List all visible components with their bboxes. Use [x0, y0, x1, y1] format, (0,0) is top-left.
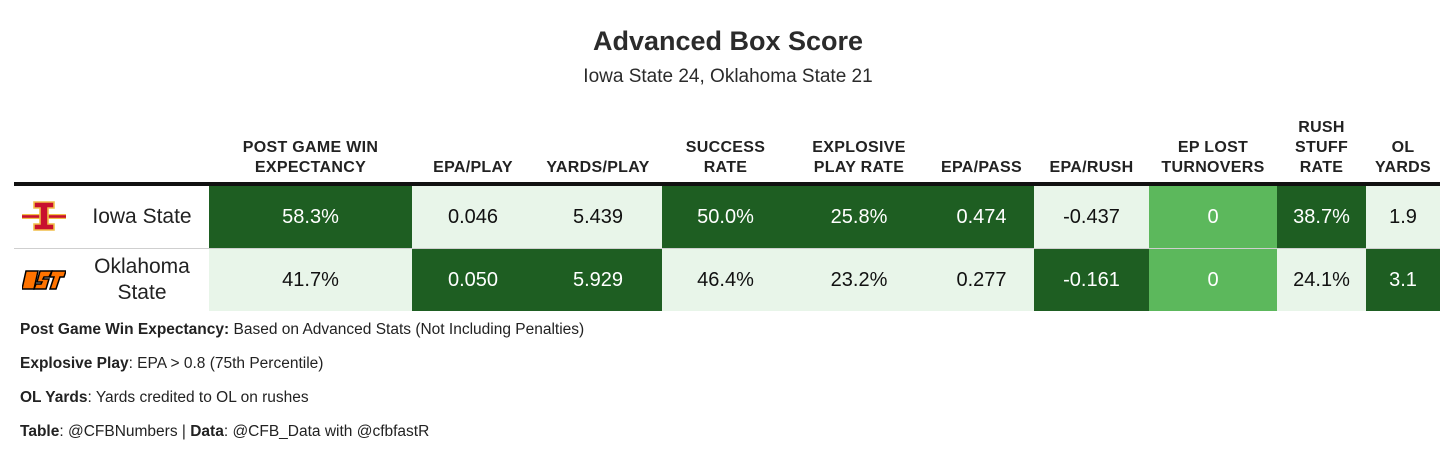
- column-header: SUCCESS RATE: [662, 108, 789, 178]
- column-header: EPA/PASS: [929, 108, 1034, 178]
- table-cell: 5.439: [534, 186, 662, 248]
- footnote-label: Data: [190, 423, 224, 440]
- table-title: Advanced Box Score: [592, 26, 864, 56]
- column-header: POST GAME WIN EXPECTANCY: [209, 108, 412, 178]
- table-cell: 50.0%: [662, 186, 789, 248]
- table-cell: 0: [1149, 186, 1277, 248]
- table-cell: 0.050: [412, 249, 534, 311]
- table-cell: 0.474: [929, 186, 1034, 248]
- table-cell: 25.8%: [789, 186, 929, 248]
- table-cell: 0.046: [412, 186, 534, 248]
- column-header-label: EXPLOSIVE PLAY RATE: [812, 139, 906, 176]
- table-row: Oklahoma State 41.7% 0.050 5.929 46.4% 23.2%…: [14, 249, 1440, 311]
- column-header: EPA/RUSH: [1034, 108, 1149, 178]
- team-name: Oklahoma State: [94, 255, 190, 304]
- column-header: EP LOST TURNOVERS: [1149, 108, 1277, 178]
- table-cell: -0.437: [1034, 186, 1149, 248]
- footnote-text: : @CFBNumbers |: [59, 423, 191, 440]
- oklahoma-state-logo: [21, 267, 68, 293]
- table-cell: 24.1%: [1277, 249, 1366, 311]
- footnote: Explosive Play: EPA > 0.8 (75th Percenti…: [20, 355, 323, 373]
- column-header-label: EPA/PLAY: [433, 159, 513, 176]
- footnote-text: Based on Advanced Stats (Not Including P…: [229, 321, 585, 338]
- table-cell: -0.161: [1034, 249, 1149, 311]
- table-cell: 46.4%: [662, 249, 789, 311]
- table-cell: 5.929: [534, 249, 662, 311]
- table-row: Iowa State 58.3% 0.046 5.439 50.0% 25.8% 0.47…: [14, 186, 1440, 249]
- column-header-label: YARDS/PLAY: [546, 159, 650, 176]
- footnote-text: : @CFB_Data with @cfbfastR: [223, 423, 430, 440]
- column-header-label: EPA/RUSH: [1049, 159, 1134, 176]
- column-header: YARDS/PLAY: [534, 108, 662, 178]
- team-name: Iowa State: [92, 205, 192, 228]
- table-cell: 0: [1149, 249, 1277, 311]
- table-cell: 38.7%: [1277, 186, 1366, 248]
- footnote-text: : EPA > 0.8 (75th Percentile): [128, 355, 324, 372]
- column-header-label: OL YARDS: [1374, 139, 1432, 176]
- table-cell: 0.277: [929, 249, 1034, 311]
- table-cell: 23.2%: [789, 249, 929, 311]
- footnote-text: : Yards credited to OL on rushes: [87, 389, 309, 406]
- table-cell: 41.7%: [209, 249, 412, 311]
- table-cell: 58.3%: [209, 186, 412, 248]
- column-header-label: EPA/PASS: [941, 159, 1022, 176]
- column-header-label: EP LOST TURNOVERS: [1161, 139, 1265, 176]
- column-header-label: RUSH STUFF RATE: [1294, 119, 1349, 176]
- column-header: RUSH STUFF RATE: [1277, 108, 1366, 178]
- column-header: EXPLOSIVE PLAY RATE: [789, 108, 929, 178]
- table-cell: 3.1: [1366, 249, 1440, 311]
- footnote: Post Game Win Expectancy: Based on Advan…: [20, 321, 584, 339]
- footnote-label: Post Game Win Expectancy:: [20, 321, 230, 338]
- footnote-label: Table: [20, 423, 60, 440]
- column-header-label: POST GAME WIN EXPECTANCY: [242, 139, 379, 176]
- iowa-state-logo: [22, 200, 66, 232]
- footnote: OL Yards: Yards credited to OL on rushes: [20, 389, 309, 407]
- column-header-label: SUCCESS RATE: [685, 139, 766, 176]
- column-header: EPA/PLAY: [412, 108, 534, 178]
- column-header: OL YARDS: [1366, 108, 1440, 178]
- table-cell: 1.9: [1366, 186, 1440, 248]
- header-rule: [14, 182, 1440, 186]
- table-subtitle: Iowa State 24, Oklahoma State 21: [583, 66, 873, 87]
- footnote-label: Explosive Play: [20, 355, 129, 372]
- footnote-label: OL Yards: [20, 389, 88, 406]
- footnote: Table: @CFBNumbers | Data: @CFB_Data wit…: [20, 423, 429, 441]
